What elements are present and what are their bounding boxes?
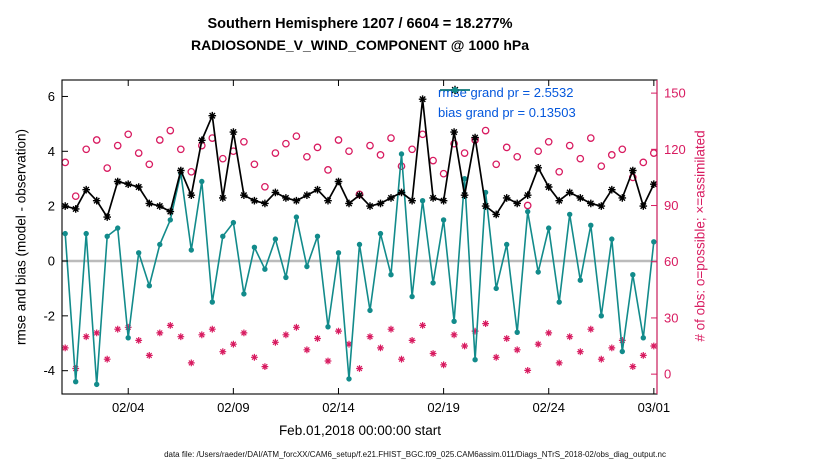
right-tick-label: 0 [664,367,671,382]
left-tick-label: 2 [48,199,55,214]
data-file-path: data file: /Users/raeder/DAI/ATM_forcXX/… [164,450,666,459]
bias-legend-dot [452,87,458,93]
x-tick-label: 02/09 [217,400,250,415]
chart-subtitle: RADIOSONDE_V_WIND_COMPONENT @ 1000 hPa [190,37,530,53]
right-tick-label: 150 [664,86,686,101]
chart-title: Southern Hemisphere 1207 / 6604 = 18.277… [207,16,513,32]
bias-line [64,153,655,385]
right-tick-label: 60 [664,254,678,269]
assimilated-obs-markers [61,320,658,374]
x-tick-label: 02/04 [112,400,145,415]
left-tick-label: 6 [48,89,55,104]
x-tick-label: 02/14 [322,400,355,415]
x-tick-label: 02/19 [427,400,460,415]
right-tick-label: 120 [664,142,686,157]
x-tick-label: 03/01 [638,400,671,415]
legend-bias-label: bias grand pr = 0.13503 [438,104,576,120]
left-tick-label: -4 [43,363,55,378]
right-tick-label: 90 [664,198,678,213]
legend-item-bias: bias grand pr = 0.13503 [438,87,576,122]
left-tick-label: -2 [43,308,55,323]
bias-legend-marker-icon [440,87,470,93]
legend: rmse grand pr = 2.5532 bias grand pr = 0… [438,82,576,122]
left-tick-label: 0 [48,253,55,268]
legend-rmse-label: rmse grand pr = 2.5532 [438,84,574,100]
bias-markers [62,151,657,388]
left-tick-label: 4 [48,144,55,159]
left-axis-label: rmse and bias (model - observation) [13,128,29,346]
right-tick-label: 30 [664,310,678,325]
x-axis-label: Feb.01,2018 00:00:00 start [278,423,442,438]
right-axis-label: # of obs: o=possible; ×=assimilated [692,130,708,342]
x-tick-label: 02/24 [532,400,565,415]
